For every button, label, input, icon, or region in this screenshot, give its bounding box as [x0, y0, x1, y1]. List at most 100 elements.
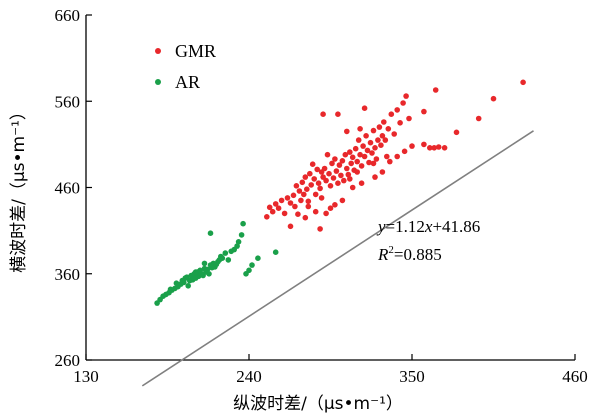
eq-var-x: x: [424, 217, 433, 236]
gmr-point: [378, 142, 384, 148]
gmr-point: [299, 179, 306, 186]
gmr-point: [302, 214, 309, 221]
ar-point: [222, 250, 229, 256]
ar-point: [249, 262, 255, 268]
gmr-point: [397, 120, 403, 126]
gmr-point: [520, 79, 526, 86]
y-axis-title: 横波时差/（μs•m⁻¹）: [9, 103, 29, 273]
gmr-point: [305, 198, 312, 205]
gmr-point: [323, 177, 329, 184]
gmr-point: [327, 183, 334, 189]
gmr-point: [309, 161, 316, 167]
gmr-point: [441, 145, 448, 151]
gmr-point: [344, 165, 350, 172]
gmr-point: [354, 169, 361, 175]
gmr-point: [295, 211, 301, 217]
ar-point: [235, 239, 242, 245]
gmr-point: [315, 180, 322, 186]
fit-annotation: y=1.12x+41.86 R2=0.885: [376, 217, 480, 264]
gmr-point: [391, 131, 398, 137]
gmr-point: [336, 162, 343, 168]
fit-line: [141, 130, 534, 387]
gmr-point: [431, 145, 438, 151]
ar-point: [181, 279, 187, 286]
legend: GMR AR: [155, 41, 216, 92]
gmr-point: [360, 143, 366, 149]
gmr-point: [339, 197, 346, 204]
gmr-point: [358, 180, 365, 186]
gmr-point: [421, 108, 427, 115]
gmr-point: [376, 124, 383, 130]
gmr-point: [308, 182, 315, 188]
gmr-point: [281, 210, 288, 217]
ar-point: [234, 243, 240, 249]
ar-point: [219, 255, 226, 261]
gmr-point: [266, 204, 273, 211]
r-squared: R2=0.885: [377, 244, 442, 264]
y-tick-label: 360: [55, 265, 81, 284]
gmr-point: [370, 160, 377, 167]
gmr-point: [341, 177, 347, 184]
gmr-point: [269, 208, 276, 215]
gmr-point: [363, 133, 369, 139]
gmr-point: [347, 176, 353, 182]
eq-part1: =1.12: [386, 217, 425, 236]
gmr-point: [435, 144, 442, 150]
gmr-point: [335, 180, 341, 186]
gmr-point: [349, 184, 356, 191]
gmr-point: [372, 174, 378, 180]
y-tick-label: 660: [55, 6, 81, 25]
fit-line-layer: [141, 130, 534, 387]
gmr-point: [357, 126, 363, 132]
gmr-point: [385, 126, 392, 132]
gmr-point: [326, 170, 332, 177]
gmr-point: [264, 214, 270, 220]
gmr-point: [320, 111, 326, 117]
x-tick-label: 240: [236, 367, 262, 386]
gmr-point: [361, 105, 368, 111]
r2-sup: 2: [388, 244, 394, 256]
ar-point: [225, 257, 232, 263]
gmr-point: [275, 205, 282, 211]
gmr-point: [349, 154, 356, 161]
gmr-point: [361, 153, 368, 160]
gmr-point: [329, 160, 335, 167]
gmr-point: [345, 171, 352, 178]
gmr-point: [400, 100, 406, 106]
gmr-point: [369, 150, 375, 156]
gmr-point: [332, 156, 338, 162]
ar-point: [238, 232, 245, 238]
x-tick-label: 460: [562, 367, 588, 386]
gmr-point: [330, 175, 337, 181]
gmr-point: [323, 210, 329, 217]
gmr-point: [272, 201, 279, 207]
gmr-point: [312, 191, 319, 198]
gmr-point: [305, 203, 312, 210]
data-points: [154, 79, 526, 306]
ar-point: [255, 255, 261, 261]
gmr-point: [321, 165, 328, 172]
gmr-point: [284, 195, 291, 201]
gmr-point: [333, 168, 340, 174]
gmr-point: [287, 200, 294, 206]
y-tick-label: 460: [55, 179, 81, 198]
gmr-point: [292, 203, 298, 210]
x-tick-label: 350: [399, 367, 425, 386]
gmr-point: [370, 127, 377, 134]
r2-r: R: [377, 245, 389, 264]
legend-label-ar: AR: [175, 72, 200, 92]
gmr-point: [427, 145, 433, 151]
gmr-point: [388, 111, 395, 117]
gmr-point: [318, 195, 325, 201]
ar-point: [207, 230, 214, 236]
gmr-point: [339, 158, 346, 164]
gmr-point: [375, 137, 381, 143]
gmr-point: [403, 93, 409, 99]
r2-value: =0.885: [394, 245, 442, 264]
gmr-point: [312, 208, 319, 215]
gmr-point: [381, 119, 387, 125]
ar-point: [167, 286, 174, 293]
ar-point: [272, 249, 279, 255]
gmr-point: [287, 223, 294, 230]
